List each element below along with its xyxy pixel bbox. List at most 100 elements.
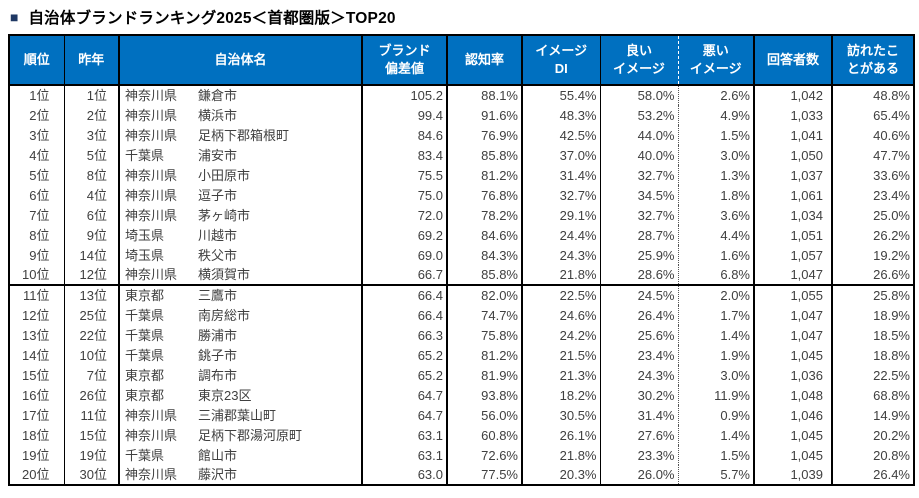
last-year-cell: 26位 — [63, 385, 119, 405]
good-image-cell: 26.4% — [599, 305, 678, 325]
municipality-cell: 埼玉県 川越市 — [118, 225, 362, 245]
rank-cell: 2位 — [29, 107, 50, 123]
visited-cell: 25.8% — [831, 284, 914, 305]
brand-score-cell: 64.7 — [361, 405, 447, 425]
prefecture-label: 神奈川県 — [125, 88, 178, 103]
col-header-good-image: 良い イメージ — [599, 35, 678, 86]
municipality-cell: 神奈川県 足柄下郡箱根町 — [118, 125, 362, 145]
bad-image-cell: 1.6% — [677, 245, 754, 265]
respondents-cell: 1,034 — [753, 205, 832, 225]
table-row: 12位 25位 千葉県 南房総市 66.4 74.7% 24.6% 26.4% 1.7% 1,04… — [9, 305, 914, 325]
city-label: 逗子市 — [198, 187, 238, 203]
rank-cell: 11位 — [9, 284, 64, 305]
prefecture-label: 千葉県 — [125, 147, 165, 163]
visited-cell: 26.2% — [831, 225, 914, 245]
city-label: 南房総市 — [198, 307, 251, 323]
prefecture-label: 東京都 — [125, 288, 165, 303]
recognition-rate-cell: 82.0% — [446, 284, 522, 305]
brand-score-cell: 66.4 — [361, 305, 447, 325]
good-image-cell: 23.3% — [599, 445, 678, 465]
municipality-cell: 東京都 調布市 — [118, 365, 362, 385]
image-di-cell: 18.2% — [521, 385, 600, 405]
municipality-cell: 千葉県 銚子市 — [118, 345, 362, 365]
prefecture-label: 千葉県 — [125, 447, 165, 463]
bad-image-cell: 1.4% — [677, 325, 754, 345]
brand-score-cell: 65.2 — [361, 345, 447, 365]
prefecture-label: 神奈川県 — [125, 167, 178, 183]
visited-cell: 20.2% — [831, 425, 914, 445]
good-image-cell: 24.5% — [599, 284, 678, 305]
brand-score-cell: 63.0 — [361, 465, 447, 485]
rank-cell: 6位 — [29, 187, 50, 203]
last-year-cell: 15位 — [63, 425, 119, 445]
prefecture-label: 東京都 — [125, 367, 165, 383]
image-di-cell: 26.1% — [521, 425, 600, 445]
recognition-rate-cell: 76.9% — [446, 125, 522, 145]
brand-score-cell: 99.4 — [361, 105, 447, 125]
prefecture-label: 千葉県 — [125, 347, 165, 363]
recognition-rate-cell: 81.2% — [446, 345, 522, 365]
col-header-bad-image: 悪い イメージ — [677, 35, 754, 86]
bad-image-cell: 1.4% — [677, 425, 754, 445]
image-di-cell: 24.4% — [521, 225, 600, 245]
respondents-cell: 1,036 — [753, 365, 832, 385]
visited-cell: 18.5% — [831, 325, 914, 345]
last-year-cell: 11位 — [63, 405, 119, 425]
respondents-cell: 1,057 — [753, 245, 832, 265]
city-label: 調布市 — [198, 367, 238, 383]
brand-score-cell: 64.7 — [361, 385, 447, 405]
image-di-cell: 20.3% — [521, 465, 600, 485]
col-header-recognition: 認知率 — [446, 35, 522, 86]
brand-score-cell: 63.1 — [361, 445, 447, 465]
prefecture-label: 千葉県 — [125, 307, 165, 323]
brand-score-cell: 72.0 — [361, 205, 447, 225]
municipality-cell: 神奈川県 鎌倉市 — [118, 85, 362, 105]
last-year-cell: 19位 — [63, 445, 119, 465]
visited-cell: 26.4% — [831, 465, 914, 485]
bad-image-cell: 1.3% — [677, 165, 754, 185]
city-label: 川越市 — [198, 227, 238, 243]
table-row: 6位 4位 神奈川県 逗子市 75.0 76.8% 32.7% 34.5% 1.8% 1,061 2… — [9, 185, 914, 205]
table-row: 11位 13位 東京都 三鷹市 66.4 82.0% 22.5% 24.5% 2.0% 1,055… — [9, 284, 914, 305]
table-row: 9位 14位 埼玉県 秩父市 69.0 84.3% 24.3% 25.9% 1.6% 1,057 1… — [9, 245, 914, 265]
rank-cell: 19位 — [22, 447, 50, 463]
prefecture-label: 神奈川県 — [125, 427, 178, 443]
city-label: 横須賀市 — [198, 267, 251, 282]
recognition-rate-cell: 91.6% — [446, 105, 522, 125]
prefecture-label: 東京都 — [125, 387, 165, 403]
city-label: 東京23区 — [198, 387, 252, 403]
image-di-cell: 22.5% — [521, 284, 600, 305]
good-image-cell: 32.7% — [599, 205, 678, 225]
image-di-cell: 24.6% — [521, 305, 600, 325]
table-header: 順位 昨年 自治体名 ブランド 偏差値 認知率 イメージ DI 良い イメージ … — [9, 35, 914, 86]
prefecture-label: 神奈川県 — [125, 107, 178, 123]
respondents-cell: 1,047 — [753, 265, 832, 285]
rank-cell: 5位 — [29, 167, 50, 183]
image-di-cell: 21.8% — [521, 445, 600, 465]
rank-cell: 1位 — [29, 88, 50, 103]
municipality-cell: 神奈川県 小田原市 — [118, 165, 362, 185]
good-image-cell: 40.0% — [599, 145, 678, 165]
last-year-cell: 12位 — [63, 265, 119, 285]
good-image-cell: 30.2% — [599, 385, 678, 405]
last-year-cell: 1位 — [63, 85, 119, 105]
rank-cell: 17位 — [22, 407, 50, 423]
image-di-cell: 42.5% — [521, 125, 600, 145]
table-row: 13位 22位 千葉県 勝浦市 66.3 75.8% 24.2% 25.6% 1.4% 1,047… — [9, 325, 914, 345]
city-label: 銚子市 — [198, 347, 238, 363]
ranking-table: 順位 昨年 自治体名 ブランド 偏差値 認知率 イメージ DI 良い イメージ … — [8, 34, 915, 486]
table-row: 20位 30位 神奈川県 藤沢市 63.0 77.5% 20.3% 26.0% 5.7% 1,03… — [9, 465, 914, 485]
bad-image-cell: 6.8% — [677, 265, 754, 285]
rank-cell: 15位 — [22, 367, 50, 383]
bad-image-cell: 1.5% — [677, 445, 754, 465]
title-text: 自治体ブランドランキング2025＜首都圏版＞TOP20 — [28, 9, 396, 27]
bad-image-cell: 1.5% — [677, 125, 754, 145]
city-label: 藤沢市 — [198, 467, 238, 482]
municipality-cell: 千葉県 南房総市 — [118, 305, 362, 325]
respondents-cell: 1,055 — [753, 284, 832, 305]
municipality-cell: 神奈川県 横浜市 — [118, 105, 362, 125]
bad-image-cell: 3.0% — [677, 145, 754, 165]
title-square-icon: ■ — [10, 8, 19, 25]
city-label: 三鷹市 — [198, 288, 238, 303]
image-di-cell: 31.4% — [521, 165, 600, 185]
